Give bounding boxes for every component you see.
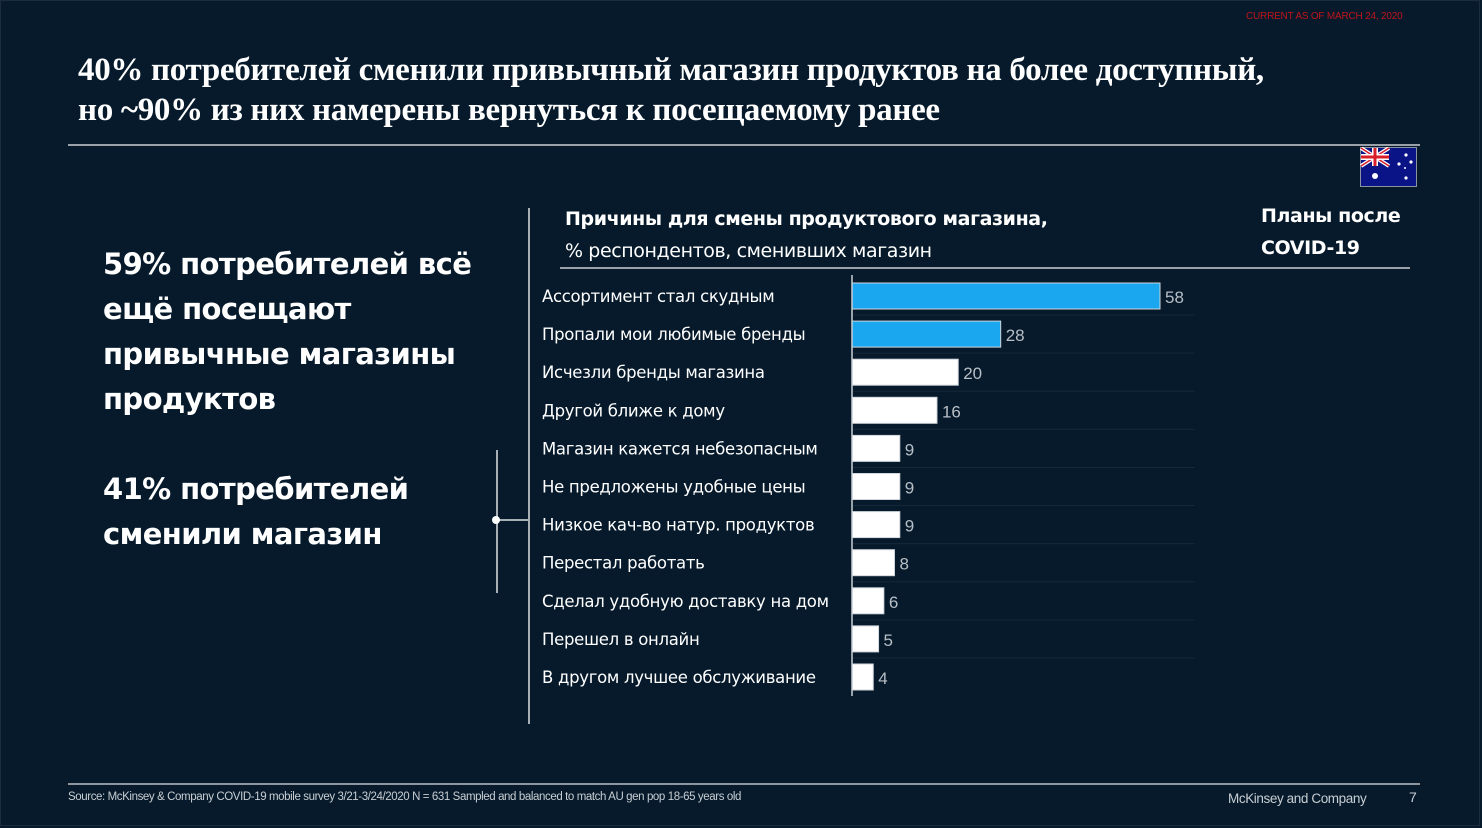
chart-title: Причины для смены продуктового магазина, — [565, 208, 1048, 230]
category-label: Другой ближе к дому — [542, 401, 725, 420]
slide-title: 40% потребителей сменили привычный магаз… — [78, 50, 1468, 130]
bracket-dot — [492, 516, 500, 524]
brand-name: McKinsey and Company — [1228, 791, 1367, 806]
value-label: 9 — [905, 440, 914, 459]
value-label: 9 — [905, 517, 914, 536]
union-jack-canton — [1360, 147, 1391, 168]
category-label: В другом лучшее обслуживание — [542, 668, 816, 687]
bracket-connector — [496, 519, 530, 521]
value-label: 20 — [963, 364, 982, 383]
category-label: Перешел в онлайн — [542, 630, 699, 649]
bar — [851, 473, 901, 500]
bar — [851, 511, 901, 539]
bar — [851, 282, 1161, 310]
bar — [851, 663, 874, 691]
page-number: 7 — [1409, 789, 1417, 805]
category-label: Магазин кажется небезопасным — [542, 439, 818, 458]
bar — [851, 396, 938, 424]
bar — [851, 320, 1002, 348]
plans-after-covid-header: Планы после COVID-19 — [1261, 200, 1461, 264]
value-label: 16 — [942, 402, 961, 421]
current-as-of-stamp: CURRENT AS OF MARCH 24, 2020 — [1246, 11, 1403, 22]
stat-kept-stores: 59% потребителей всё ещё посещают привыч… — [103, 242, 483, 422]
category-label: Ассортимент стал скудным — [542, 287, 774, 306]
chart-title-block: Причины для смены продуктового магазина,… — [565, 203, 1205, 267]
bar — [851, 625, 880, 653]
stat-switched-line: 41% потребителей — [103, 472, 409, 506]
section-divider — [528, 208, 530, 724]
value-label: 4 — [878, 669, 887, 688]
australia-flag-icon — [1360, 147, 1417, 187]
value-label: 28 — [1006, 326, 1025, 345]
slide-title-line-1: 40% потребителей сменили привычный магаз… — [78, 52, 1264, 88]
summary-stats: 59% потребителей всё ещё посещают привыч… — [103, 242, 483, 557]
category-label: Низкое кач-во натур. продуктов — [542, 516, 814, 535]
bar — [851, 587, 885, 615]
stat-switched-line: сменили магазин — [103, 517, 382, 551]
category-label: Перестал работать — [542, 554, 705, 573]
title-divider — [68, 144, 1420, 146]
value-label: 6 — [889, 593, 898, 612]
chart-header-divider — [560, 267, 1410, 269]
chart-subtitle: % респондентов, сменивших магазин — [565, 240, 932, 262]
category-label: Сделал удобную доставку на дом — [542, 592, 829, 611]
category-label: Исчезли бренды магазина — [542, 363, 765, 382]
category-label: Не предложены удобные цены — [542, 478, 805, 497]
stat-kept-line: продуктов — [103, 382, 276, 416]
stat-kept-line: 59% потребителей всё — [103, 247, 472, 281]
plans-header-line-1: Планы после — [1261, 205, 1401, 227]
value-label: 58 — [1165, 288, 1184, 307]
category-label: Пропали мои любимые бренды — [542, 325, 805, 344]
stat-kept-line: привычные магазины — [103, 337, 456, 371]
stat-switched-stores: 41% потребителей сменили магазин — [103, 467, 483, 557]
value-label: 8 — [899, 555, 908, 574]
value-label: 9 — [905, 479, 914, 498]
commonwealth-star — [1372, 173, 1378, 179]
bar — [851, 549, 895, 577]
bar — [851, 434, 901, 462]
source-note: Source: McKinsey & Company COVID-19 mobi… — [68, 791, 741, 803]
stat-kept-line: ещё посещают — [103, 292, 351, 326]
footer-divider — [68, 783, 1420, 785]
plans-header-line-2: COVID-19 — [1261, 237, 1360, 259]
slide-title-line-2: но ~90% из них намерены вернуться к посе… — [78, 92, 940, 128]
value-label: 5 — [884, 631, 893, 650]
bar — [851, 358, 959, 386]
